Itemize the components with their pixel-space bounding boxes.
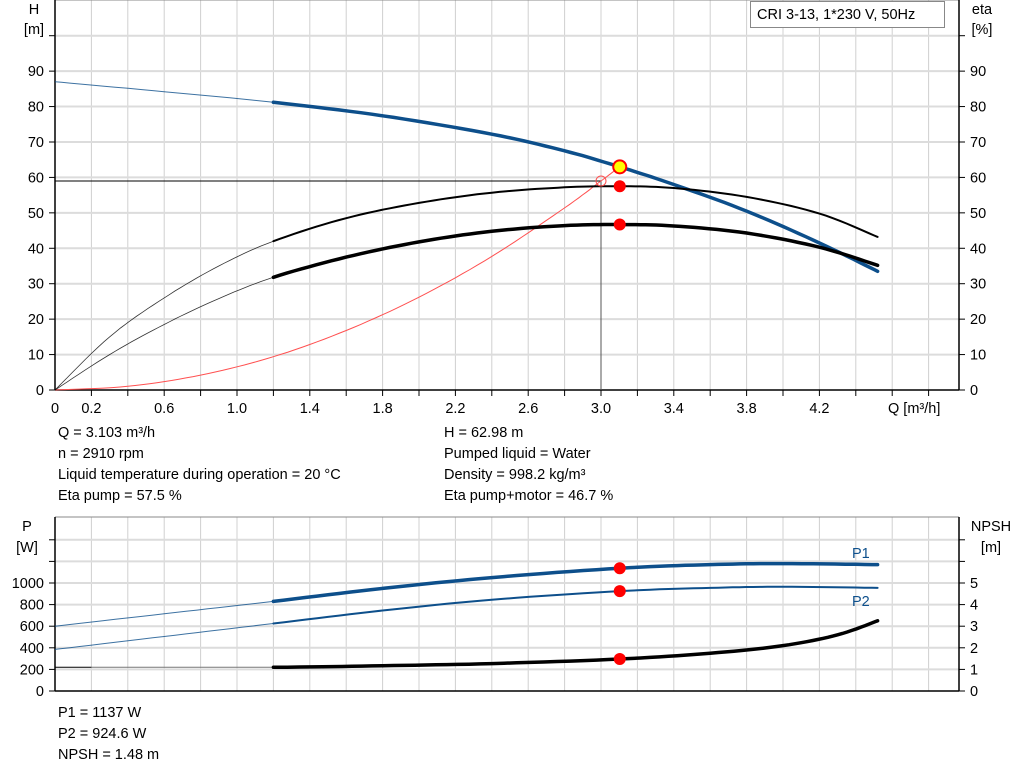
info-flow: Q = 3.103 m³/h xyxy=(58,425,156,441)
y-axis-label-left: P xyxy=(22,519,32,535)
info-speed: n = 2910 rpm xyxy=(58,446,144,462)
y-tick-label-left: 0 xyxy=(36,383,44,399)
x-tick-label: 0.2 xyxy=(81,401,101,417)
y-tick-label-right: 3 xyxy=(970,619,978,635)
p1-marker xyxy=(613,562,626,575)
x-tick-label: 1.0 xyxy=(227,401,247,417)
x-axis-label: Q [m³/h] xyxy=(888,401,940,417)
y-axis-label-left-unit: [m] xyxy=(24,22,44,38)
eta-total-curve-extrapolated xyxy=(54,276,274,391)
y-tick-label-left: 10 xyxy=(28,348,44,364)
y-axis-label-right-unit: [%] xyxy=(972,22,993,38)
y-tick-label-left: 1000 xyxy=(12,576,44,592)
y-tick-label-right: 4 xyxy=(970,598,978,614)
info-top-left: Q = 3.103 m³/h n = 2910 rpm Liquid tempe… xyxy=(58,423,341,507)
y-tick-label-left: 50 xyxy=(28,206,44,222)
y-tick-label-right: 50 xyxy=(970,206,986,222)
p2-marker xyxy=(613,585,626,598)
y-tick-label-right: 70 xyxy=(970,135,986,151)
y-tick-label-left: 80 xyxy=(28,100,44,116)
duty-point-marker xyxy=(612,159,628,175)
y-tick-label-right: 80 xyxy=(970,100,986,116)
info-temperature: Liquid temperature during operation = 20… xyxy=(58,467,341,483)
p2-curve-extrapolated xyxy=(54,623,274,650)
y-axis-label-right-unit: [m] xyxy=(981,540,1001,556)
x-tick-label: 1.4 xyxy=(300,401,320,417)
eta-total-curve xyxy=(271,222,880,280)
y-axis-label-left-unit: [W] xyxy=(16,540,38,556)
y-tick-label-right: 40 xyxy=(970,241,986,257)
npsh-marker xyxy=(613,653,626,666)
y-tick-label-right: 60 xyxy=(970,170,986,186)
info-eta-total: Eta pump+motor = 46.7 % xyxy=(444,488,614,504)
chart-title: CRI 3-13, 1*230 V, 50Hz xyxy=(750,1,945,28)
y-tick-label-right: 90 xyxy=(970,64,986,80)
x-tick-label: 1.8 xyxy=(373,401,393,417)
y-tick-label-right: 5 xyxy=(970,576,978,592)
y-tick-label-left: 400 xyxy=(20,641,44,657)
x-tick-label: 2.6 xyxy=(518,401,538,417)
info-eta-pump: Eta pump = 57.5 % xyxy=(58,488,182,504)
eta-pump-curve xyxy=(272,185,879,243)
info-top-right: H = 62.98 m Pumped liquid = Water Densit… xyxy=(444,423,613,507)
info-head: H = 62.98 m xyxy=(444,425,524,441)
x-tick-label: 3.8 xyxy=(737,401,757,417)
y-tick-label-right: 0 xyxy=(970,383,978,399)
y-tick-label-left: 200 xyxy=(20,662,44,678)
x-tick-label: 3.4 xyxy=(664,401,684,417)
requested-point-marker xyxy=(595,175,607,187)
p1-curve-extrapolated xyxy=(54,600,274,627)
y-tick-label-right: 0 xyxy=(970,684,978,700)
info-density: Density = 998.2 kg/m³ xyxy=(444,467,586,483)
head-curve-extrapolated xyxy=(54,81,274,103)
x-tick-label: 0.6 xyxy=(154,401,174,417)
y-tick-label-left: 30 xyxy=(28,277,44,293)
y-tick-label-right: 10 xyxy=(970,348,986,364)
y-tick-label-left: 0 xyxy=(36,684,44,700)
p2-label: P2 xyxy=(852,594,870,610)
y-axis-label-right: NPSH xyxy=(971,519,1011,535)
x-tick-label: 3.0 xyxy=(591,401,611,417)
x-tick-label: 0 xyxy=(51,401,59,417)
y-tick-label-right: 1 xyxy=(970,662,978,678)
x-tick-label: 4.2 xyxy=(809,401,829,417)
eta-pump-marker xyxy=(613,180,626,193)
y-tick-label-left: 60 xyxy=(28,170,44,186)
info-liquid: Pumped liquid = Water xyxy=(444,446,591,462)
y-tick-label-left: 40 xyxy=(28,241,44,257)
eta-pump-curve-extrapolated xyxy=(54,240,274,391)
info-p1: P1 = 1137 W xyxy=(58,705,142,721)
system-curve xyxy=(54,166,620,391)
y-tick-label-right: 30 xyxy=(970,277,986,293)
npsh-curve xyxy=(271,619,880,669)
y-tick-label-left: 70 xyxy=(28,135,44,151)
y-tick-label-left: 600 xyxy=(20,619,44,635)
y-tick-label-right: 2 xyxy=(970,641,978,657)
x-tick-label: 2.2 xyxy=(445,401,465,417)
info-npsh: NPSH = 1.48 m xyxy=(58,747,160,763)
eta-total-marker xyxy=(613,218,626,231)
y-tick-label-left: 20 xyxy=(28,312,44,328)
info-p2: P2 = 924.6 W xyxy=(58,726,147,742)
info-bottom: P1 = 1137 W P2 = 924.6 W NPSH = 1.48 m xyxy=(58,703,159,766)
y-tick-label-left: 800 xyxy=(20,598,44,614)
y-axis-label-right: eta xyxy=(972,2,993,18)
p1-label: P1 xyxy=(852,546,870,562)
y-axis-label-left: H xyxy=(29,2,39,18)
y-tick-label-right: 20 xyxy=(970,312,986,328)
y-tick-label-left: 90 xyxy=(28,64,44,80)
